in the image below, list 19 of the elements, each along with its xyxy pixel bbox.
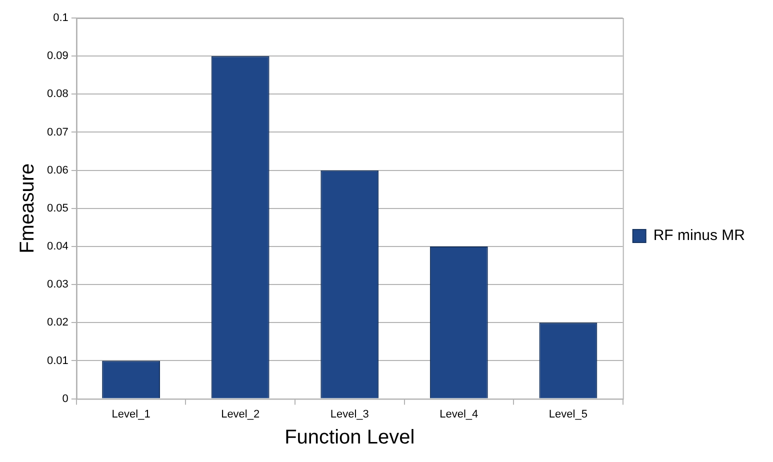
y-tick-label: 0.07 xyxy=(46,126,68,138)
y-tick-label: 0.1 xyxy=(53,12,68,24)
legend-label: RF minus MR xyxy=(653,227,746,244)
y-tick-label: 0.01 xyxy=(46,354,68,367)
y-tick-label: 0.05 xyxy=(46,202,68,214)
x-tick-label: Level_4 xyxy=(440,408,478,420)
y-tick-label: 0.02 xyxy=(46,316,68,329)
x-tick-label: Level_2 xyxy=(221,408,260,420)
x-tick-label: Level_3 xyxy=(330,408,369,420)
y-tick-label: 0.09 xyxy=(46,50,68,62)
y-axis-title: Fmeasure xyxy=(16,163,39,254)
x-tick-label: Level_1 xyxy=(112,408,150,420)
y-tick-label: 0.04 xyxy=(46,240,68,253)
x-tick-label: Level_5 xyxy=(548,408,588,420)
y-tick-label: 0.08 xyxy=(46,88,68,100)
y-tick-label: 0 xyxy=(62,392,68,405)
y-tick-label: 0.03 xyxy=(46,278,68,291)
x-axis-title: Function Level xyxy=(284,426,415,449)
y-tick-label: 0.06 xyxy=(46,164,68,176)
